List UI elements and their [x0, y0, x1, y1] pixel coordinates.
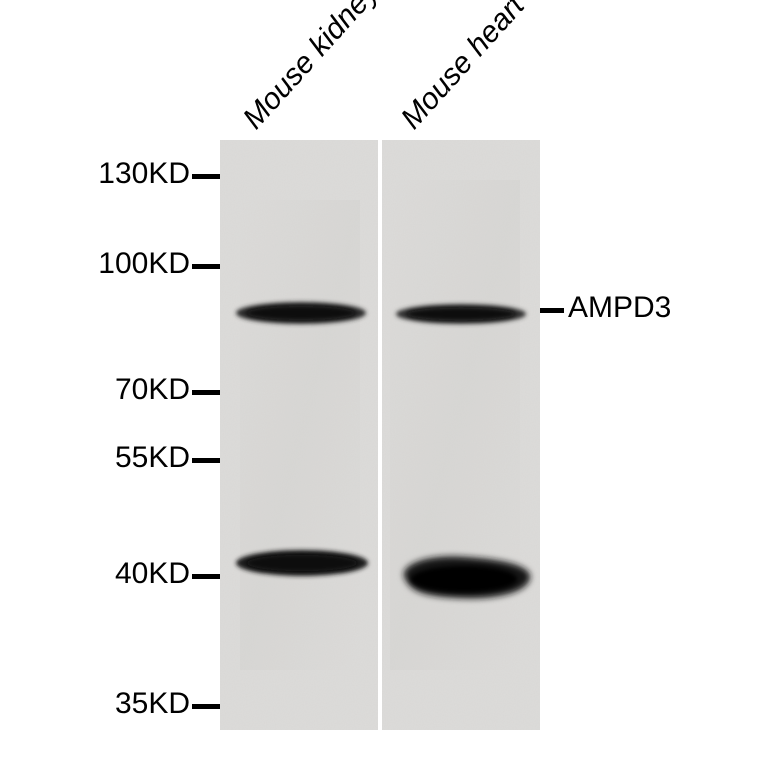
band-core [411, 566, 517, 593]
marker-tick [192, 704, 220, 709]
marker-tick [192, 264, 220, 269]
marker-label: 100KD [98, 247, 190, 281]
protein-name-label: AMPD3 [568, 291, 671, 325]
protein-tick [540, 308, 564, 313]
marker-label: 35KD [115, 687, 190, 721]
marker-label: 40KD [115, 557, 190, 591]
marker-tick [192, 174, 220, 179]
marker-label: 130KD [98, 157, 190, 191]
band-core [247, 555, 358, 572]
marker-label: 55KD [115, 441, 190, 475]
marker-label: 70KD [115, 373, 190, 407]
marker-tick [192, 574, 220, 579]
band-core [406, 308, 515, 321]
marker-tick [192, 458, 220, 463]
band-core [246, 306, 355, 320]
marker-tick [192, 390, 220, 395]
blot-canvas: 130KD100KD70KD55KD40KD35KD Mouse kidneyM… [0, 0, 764, 764]
